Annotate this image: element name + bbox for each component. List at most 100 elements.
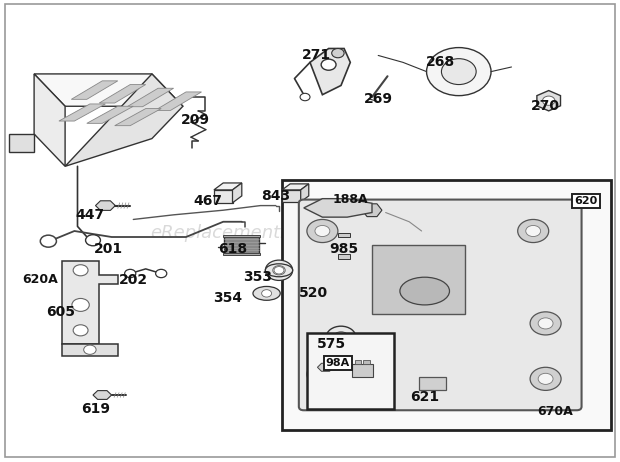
- Circle shape: [86, 235, 100, 246]
- Polygon shape: [301, 184, 309, 202]
- Text: 270: 270: [531, 99, 560, 113]
- Text: 620: 620: [574, 196, 598, 206]
- Polygon shape: [62, 261, 118, 344]
- Bar: [338, 254, 350, 259]
- Polygon shape: [59, 104, 105, 121]
- Bar: [338, 233, 350, 237]
- Text: 620A: 620A: [22, 273, 58, 286]
- Circle shape: [300, 93, 310, 101]
- Polygon shape: [71, 81, 118, 99]
- Ellipse shape: [253, 286, 280, 300]
- Bar: [330, 331, 355, 350]
- Bar: [352, 364, 373, 377]
- Circle shape: [526, 225, 541, 237]
- Bar: [363, 360, 370, 364]
- Bar: [355, 360, 361, 364]
- Text: 447: 447: [76, 208, 104, 222]
- Text: 269: 269: [364, 92, 392, 106]
- Circle shape: [332, 49, 344, 58]
- Polygon shape: [99, 85, 146, 103]
- Text: 575: 575: [317, 337, 346, 351]
- Circle shape: [315, 369, 330, 380]
- Circle shape: [530, 367, 561, 390]
- Bar: [223, 235, 260, 237]
- Polygon shape: [115, 109, 161, 126]
- Polygon shape: [62, 344, 118, 356]
- Circle shape: [274, 267, 284, 274]
- Text: 621: 621: [410, 390, 439, 404]
- Polygon shape: [87, 106, 133, 123]
- Circle shape: [321, 59, 336, 70]
- Bar: [223, 253, 260, 255]
- Circle shape: [538, 318, 553, 329]
- Polygon shape: [95, 201, 115, 210]
- Text: 353: 353: [243, 270, 272, 284]
- Text: 98A: 98A: [326, 358, 350, 368]
- Polygon shape: [34, 74, 65, 166]
- Bar: [224, 236, 259, 254]
- Circle shape: [427, 48, 491, 96]
- Polygon shape: [537, 91, 560, 111]
- Circle shape: [40, 235, 56, 247]
- Text: 354: 354: [214, 291, 242, 305]
- Circle shape: [441, 59, 476, 85]
- Circle shape: [265, 260, 293, 280]
- Polygon shape: [282, 184, 309, 190]
- Polygon shape: [93, 390, 112, 400]
- Circle shape: [307, 363, 338, 386]
- Circle shape: [73, 325, 88, 336]
- Bar: [372, 245, 465, 314]
- Polygon shape: [362, 204, 382, 217]
- Polygon shape: [232, 183, 242, 203]
- Circle shape: [326, 326, 356, 348]
- Text: 188A: 188A: [332, 193, 368, 206]
- Bar: [418, 377, 446, 390]
- Text: 467: 467: [193, 194, 222, 208]
- Text: 619: 619: [82, 402, 110, 416]
- Polygon shape: [155, 92, 202, 110]
- Polygon shape: [127, 88, 174, 107]
- Polygon shape: [317, 363, 334, 371]
- Bar: [282, 190, 301, 202]
- Circle shape: [538, 373, 553, 384]
- Bar: [214, 190, 232, 203]
- FancyBboxPatch shape: [299, 200, 582, 410]
- Polygon shape: [34, 74, 183, 106]
- Text: 985: 985: [330, 243, 358, 256]
- Ellipse shape: [400, 277, 450, 305]
- Circle shape: [73, 265, 88, 276]
- Text: 670A: 670A: [537, 405, 573, 418]
- Text: 520: 520: [299, 286, 327, 300]
- Text: 271: 271: [302, 49, 330, 62]
- Circle shape: [262, 290, 272, 297]
- Bar: [333, 237, 355, 254]
- Text: 209: 209: [181, 113, 210, 127]
- Text: 618: 618: [218, 243, 247, 256]
- Circle shape: [84, 345, 96, 354]
- Bar: [282, 180, 611, 430]
- Text: 202: 202: [119, 273, 148, 286]
- Circle shape: [125, 269, 136, 278]
- Circle shape: [334, 332, 348, 343]
- Bar: [307, 333, 394, 409]
- Polygon shape: [9, 134, 34, 152]
- Circle shape: [518, 219, 549, 243]
- Polygon shape: [310, 49, 350, 95]
- Circle shape: [530, 312, 561, 335]
- Polygon shape: [214, 183, 242, 190]
- Polygon shape: [65, 74, 183, 166]
- Circle shape: [72, 298, 89, 311]
- Circle shape: [315, 225, 330, 237]
- Text: 843: 843: [262, 189, 290, 203]
- Circle shape: [542, 96, 555, 105]
- Text: 605: 605: [46, 305, 75, 319]
- Text: 268: 268: [426, 55, 454, 69]
- Text: 201: 201: [94, 243, 123, 256]
- Polygon shape: [304, 199, 372, 217]
- Circle shape: [273, 266, 285, 275]
- Circle shape: [156, 269, 167, 278]
- Circle shape: [307, 219, 338, 243]
- Ellipse shape: [265, 264, 293, 277]
- Bar: [305, 282, 327, 295]
- Text: eReplacementParts.com: eReplacementParts.com: [151, 225, 370, 242]
